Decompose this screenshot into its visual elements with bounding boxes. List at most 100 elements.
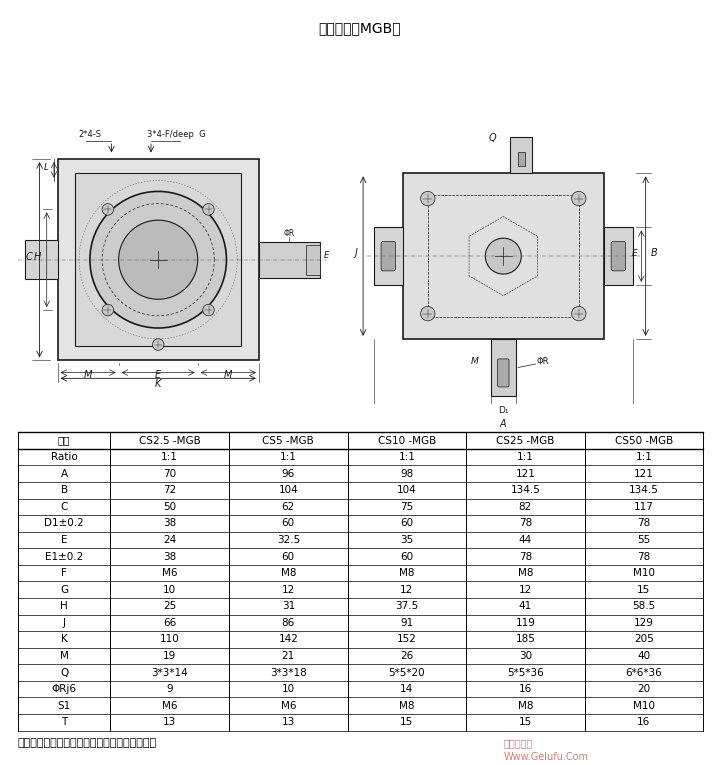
Text: M10: M10 xyxy=(633,701,655,711)
Text: 38: 38 xyxy=(163,552,176,562)
Circle shape xyxy=(203,203,214,215)
Text: 伞齿轮箱（MGB）: 伞齿轮箱（MGB） xyxy=(319,21,400,35)
Text: M6: M6 xyxy=(162,568,178,578)
Text: 型号: 型号 xyxy=(58,435,70,445)
FancyBboxPatch shape xyxy=(498,359,509,387)
Text: 75: 75 xyxy=(400,502,413,512)
Text: 60: 60 xyxy=(400,552,413,562)
Text: 5*5*20: 5*5*20 xyxy=(388,668,425,678)
Text: 72: 72 xyxy=(163,485,176,495)
Text: CS10 -MGB: CS10 -MGB xyxy=(377,435,436,445)
Circle shape xyxy=(102,304,114,316)
Text: 78: 78 xyxy=(637,519,651,529)
Circle shape xyxy=(485,238,521,274)
Text: 24: 24 xyxy=(163,535,176,545)
Text: 205: 205 xyxy=(634,634,654,644)
Text: M10: M10 xyxy=(633,568,655,578)
Text: 66: 66 xyxy=(163,618,176,628)
Text: M8: M8 xyxy=(518,701,533,711)
Text: M8: M8 xyxy=(280,568,296,578)
Text: K: K xyxy=(61,634,68,644)
Text: G: G xyxy=(60,584,68,594)
Text: 25: 25 xyxy=(163,601,176,611)
Text: 9: 9 xyxy=(166,684,173,694)
Text: 82: 82 xyxy=(518,502,532,512)
Text: 32.5: 32.5 xyxy=(277,535,300,545)
Text: K: K xyxy=(155,379,161,389)
Text: S1: S1 xyxy=(58,701,71,711)
FancyBboxPatch shape xyxy=(381,242,395,271)
Text: Q: Q xyxy=(60,668,68,678)
Text: 60: 60 xyxy=(282,552,295,562)
FancyBboxPatch shape xyxy=(611,242,626,271)
Text: 62: 62 xyxy=(282,502,295,512)
Text: 134.5: 134.5 xyxy=(629,485,659,495)
Text: 134.5: 134.5 xyxy=(510,485,540,495)
Text: M: M xyxy=(224,370,232,380)
Text: 21: 21 xyxy=(282,651,295,661)
Text: 16: 16 xyxy=(518,684,532,694)
Text: 1:1: 1:1 xyxy=(398,452,416,462)
Text: 98: 98 xyxy=(400,469,413,479)
Text: 70: 70 xyxy=(163,469,176,479)
Bar xyxy=(510,138,532,174)
Text: 3*3*14: 3*3*14 xyxy=(152,668,188,678)
Text: 78: 78 xyxy=(518,552,532,562)
Text: 13: 13 xyxy=(282,718,295,728)
Text: 20: 20 xyxy=(637,684,651,694)
Text: 129: 129 xyxy=(634,618,654,628)
Bar xyxy=(403,174,604,339)
Text: E: E xyxy=(632,249,638,258)
Text: M: M xyxy=(60,651,68,661)
Text: 3*3*18: 3*3*18 xyxy=(270,668,307,678)
Text: 10: 10 xyxy=(282,684,295,694)
Circle shape xyxy=(119,220,198,299)
Text: 185: 185 xyxy=(516,634,536,644)
Text: E: E xyxy=(61,535,68,545)
Text: D1±0.2: D1±0.2 xyxy=(45,519,84,529)
Text: CS50 -MGB: CS50 -MGB xyxy=(615,435,673,445)
Text: M6: M6 xyxy=(162,701,178,711)
Bar xyxy=(518,152,525,166)
Text: L: L xyxy=(45,163,49,172)
Text: 40: 40 xyxy=(637,651,651,661)
Text: 19: 19 xyxy=(163,651,176,661)
Bar xyxy=(490,339,516,396)
Text: 16: 16 xyxy=(637,718,651,728)
Text: 14: 14 xyxy=(400,684,413,694)
Text: 119: 119 xyxy=(516,618,536,628)
Circle shape xyxy=(90,191,226,328)
Text: 2*4-S: 2*4-S xyxy=(78,131,101,139)
Text: E: E xyxy=(324,251,329,259)
Text: ΦR: ΦR xyxy=(536,357,549,366)
Text: 30: 30 xyxy=(519,651,532,661)
Circle shape xyxy=(152,339,164,350)
Text: 1:1: 1:1 xyxy=(280,452,297,462)
Text: ΦR: ΦR xyxy=(284,229,295,238)
Text: 142: 142 xyxy=(278,634,298,644)
Text: Ratio: Ratio xyxy=(51,452,78,462)
Bar xyxy=(428,195,579,317)
Circle shape xyxy=(102,203,114,215)
Text: 13: 13 xyxy=(163,718,176,728)
Text: H: H xyxy=(34,252,41,262)
Text: 12: 12 xyxy=(400,584,413,594)
Bar xyxy=(25,240,58,279)
Text: 104: 104 xyxy=(397,485,417,495)
Text: 121: 121 xyxy=(634,469,654,479)
Text: 86: 86 xyxy=(282,618,295,628)
Circle shape xyxy=(421,307,435,321)
Text: B: B xyxy=(651,248,658,258)
Text: 31: 31 xyxy=(282,601,295,611)
Text: Q: Q xyxy=(488,133,496,143)
Text: 78: 78 xyxy=(637,552,651,562)
Text: 10: 10 xyxy=(163,584,176,594)
Text: M8: M8 xyxy=(399,568,415,578)
Text: 15: 15 xyxy=(400,718,413,728)
Text: 12: 12 xyxy=(282,584,295,594)
Text: 104: 104 xyxy=(278,485,298,495)
Text: 1:1: 1:1 xyxy=(517,452,533,462)
Text: 44: 44 xyxy=(518,535,532,545)
Text: 3*4-F/deep  G: 3*4-F/deep G xyxy=(147,131,206,139)
Text: H: H xyxy=(60,601,68,611)
